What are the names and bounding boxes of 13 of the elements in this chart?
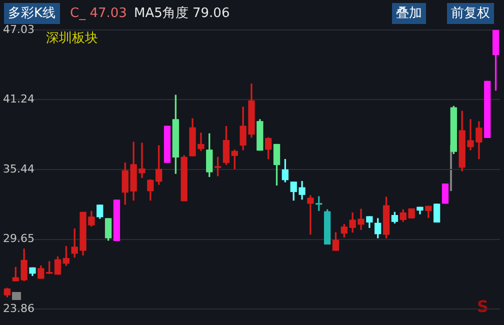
candlestick — [307, 195, 314, 235]
y-tick-label: 23.86 — [3, 302, 34, 315]
text: MA5角度 79.06 — [134, 5, 230, 23]
y-tick-label: 29.65 — [3, 232, 34, 246]
text: C_ 47.03 — [70, 5, 127, 23]
annotation: S — [477, 296, 489, 317]
y-tick-label: 35.44 — [3, 162, 34, 176]
y-tick-label: 47.03 — [3, 22, 34, 36]
text: 多彩K线 — [4, 3, 60, 24]
y-tick-label: 41.24 — [3, 92, 34, 106]
text: 叠加 — [392, 3, 426, 24]
annotation: 深圳板块 — [46, 30, 98, 48]
text: 前复权 — [447, 3, 494, 24]
